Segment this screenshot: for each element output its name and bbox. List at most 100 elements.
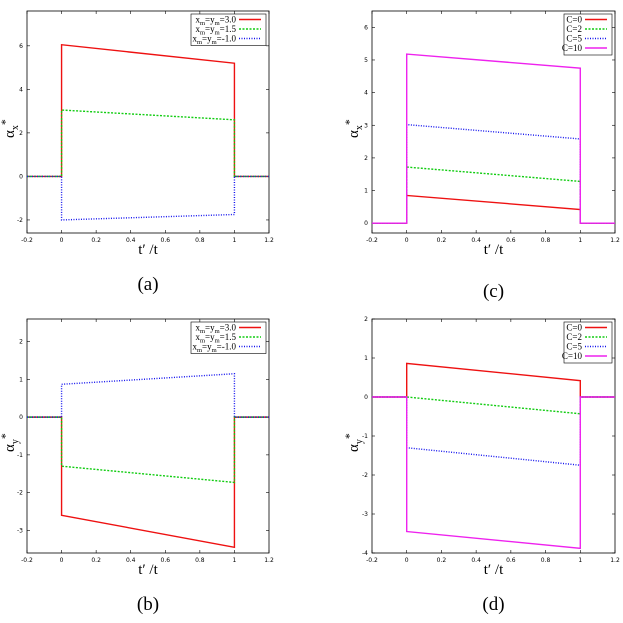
legend-label-2: C=5 — [566, 342, 582, 352]
y-tick-label: 2 — [19, 130, 23, 137]
y-axis-label: αy* — [0, 433, 21, 452]
legend-label-part: m — [200, 328, 205, 335]
legend-label-part: C=0 — [566, 323, 582, 333]
x-tick-label: 0.8 — [195, 557, 205, 564]
plot-frame — [26, 10, 270, 234]
y-axis-label-main: α — [2, 130, 18, 138]
legend-label-part: C=5 — [566, 34, 582, 44]
series-line-2 — [372, 123, 615, 224]
legend-label-3: C=10 — [562, 43, 583, 53]
x-axis-label: t′ /t — [138, 562, 158, 578]
legend-label-part: C=10 — [562, 351, 583, 361]
legend-label-0: xm=ym=3.0 — [195, 15, 236, 28]
legend-label-part: m — [200, 20, 205, 27]
y-tick-label: -2 — [17, 217, 23, 224]
legend-label-part: m — [212, 39, 217, 46]
y-axis-label: αx* — [0, 119, 21, 138]
legend-label-part: =y — [205, 332, 215, 342]
legend-label-part: x — [195, 15, 200, 25]
y-axis-label-sub: x — [354, 125, 365, 130]
legend-label-part: m — [200, 30, 205, 37]
y-tick-label: -2 — [17, 490, 23, 497]
legend-label-part: =-1.0 — [217, 34, 237, 44]
y-tick-label: -1 — [17, 452, 23, 459]
y-tick-label: 2 — [364, 155, 368, 162]
y-tick-label: 2 — [364, 316, 368, 323]
series-line-0 — [372, 362, 615, 398]
y-axis-label-sup: * — [0, 433, 12, 439]
x-tick-label: 0.2 — [437, 237, 447, 244]
y-axis-label-sub: y — [354, 439, 365, 444]
x-tick-label: 0 — [405, 557, 409, 564]
y-tick-label: 0 — [364, 394, 368, 401]
legend-label-2: xm=ym=-1.0 — [192, 34, 236, 47]
x-tick-label: 0 — [60, 237, 64, 244]
legend-label-2: C=5 — [566, 34, 582, 44]
legend-label-1: C=2 — [566, 332, 582, 342]
y-tick-label: -4 — [362, 550, 368, 557]
x-tick-label: 0.6 — [506, 237, 516, 244]
legend-label-part: C=10 — [562, 43, 583, 53]
panel-caption: (b) — [137, 594, 159, 615]
y-tick-label: 1 — [364, 355, 368, 362]
legend-label-part: x — [192, 34, 197, 44]
y-axis-label-sub: x — [10, 125, 21, 130]
legend-label-part: m — [197, 347, 202, 354]
series-line-3 — [372, 53, 615, 224]
y-axis-label-sub: y — [10, 439, 21, 444]
legend-label-part: =y — [205, 24, 215, 34]
x-tick-label: -0.2 — [366, 237, 378, 244]
y-tick-label: 6 — [19, 43, 23, 50]
y-axis-label-main: α — [346, 444, 362, 452]
y-axis-label-main: α — [2, 444, 18, 452]
y-tick-label: -3 — [17, 527, 23, 534]
series-line-3 — [372, 396, 615, 550]
legend-label-part: m — [215, 328, 220, 335]
legend-label-part: x — [195, 332, 200, 342]
y-tick-label: 5 — [364, 57, 368, 64]
legend-label-part: m — [215, 20, 220, 27]
panel-caption: (c) — [483, 281, 504, 302]
legend-label-part: =1.5 — [220, 24, 237, 34]
y-tick-label: -2 — [362, 472, 368, 479]
x-tick-label: 0.2 — [91, 557, 101, 564]
x-tick-label: 1.2 — [610, 557, 620, 564]
legend-label-part: =1.5 — [220, 332, 237, 342]
x-tick-label: 0.4 — [126, 557, 136, 564]
x-tick-label: 1 — [233, 557, 237, 564]
series-line-2 — [27, 372, 269, 418]
x-tick-label: 0.4 — [126, 237, 136, 244]
x-tick-label: 0.4 — [471, 557, 481, 564]
legend-label-part: x — [195, 323, 200, 333]
series-line-2 — [372, 396, 615, 467]
x-tick-label: 0.8 — [195, 237, 205, 244]
legend-label-part: =y — [205, 15, 215, 25]
plot-frame — [26, 318, 270, 554]
x-tick-label: 0.8 — [541, 237, 551, 244]
legend-label-part: C=5 — [566, 342, 582, 352]
legend-label-part: m — [215, 338, 220, 345]
legend-label-2: xm=ym=-1.0 — [192, 342, 236, 355]
series-line-1 — [27, 109, 269, 178]
legend-label-part: =3.0 — [220, 323, 237, 333]
legend-label-part: =y — [202, 34, 212, 44]
legend-label-3: C=10 — [562, 351, 583, 361]
legend-label-part: x — [195, 24, 200, 34]
legend-label-1: xm=ym=1.5 — [195, 332, 236, 345]
x-tick-label: 0.6 — [161, 237, 171, 244]
y-tick-label: -3 — [362, 511, 368, 518]
x-tick-label: 0 — [60, 557, 64, 564]
y-tick-label: 0 — [364, 220, 368, 227]
chart-panel-3: -0.2 0 0.2 0.4 0.6 0.8 1 1.2 -4 -3 -2 -1 0 1 2 t′ /t αy*… — [342, 316, 620, 615]
legend-label-1: xm=ym=1.5 — [195, 24, 236, 37]
x-tick-label: -0.2 — [366, 557, 378, 564]
x-axis-label: t′ /t — [138, 242, 158, 258]
x-tick-label: 1 — [233, 237, 237, 244]
plot-frame — [371, 10, 616, 234]
legend-label-part: =3.0 — [220, 15, 237, 25]
y-tick-label: 1 — [364, 188, 368, 195]
legend-label-0: xm=ym=3.0 — [195, 323, 236, 336]
